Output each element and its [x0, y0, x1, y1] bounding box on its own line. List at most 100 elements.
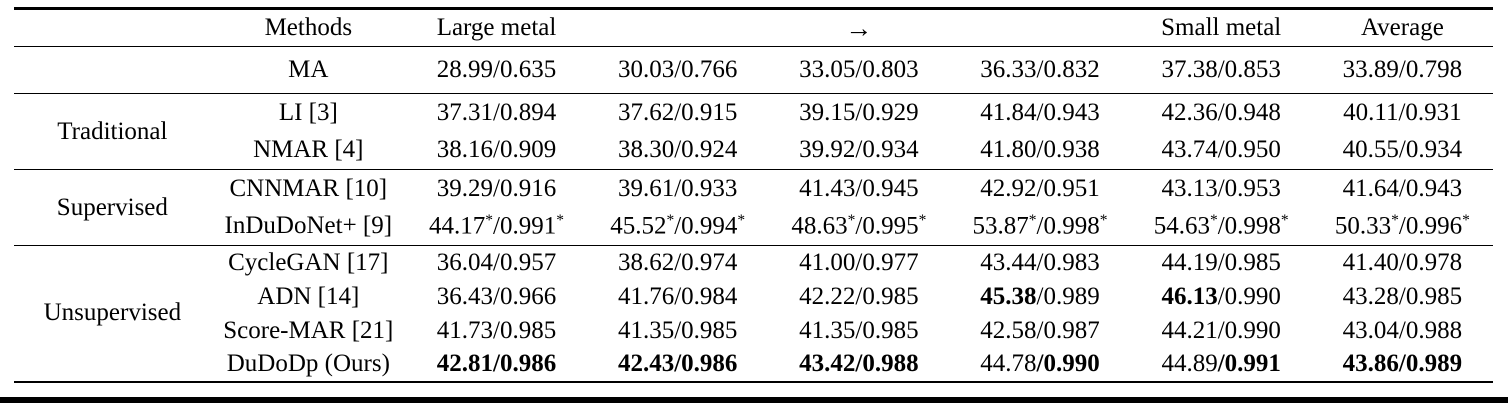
- value-cell: 43.86/0.989: [1312, 348, 1493, 382]
- table-row: Score-MAR [21] 41.73/0.985 41.35/0.985 41.3…: [14, 314, 1493, 348]
- value-segment: 48.63: [791, 212, 848, 240]
- value-cell: 41.73/0.985: [406, 314, 587, 348]
- value-cell: 41.64/0.943: [1312, 170, 1493, 208]
- value-cell: 36.33/0.832: [949, 47, 1130, 94]
- value-cell: 53.87*/0.998*: [949, 208, 1130, 246]
- header-group: [14, 9, 211, 47]
- group-supervised: Supervised CNNMAR [10] 39.29/0.916 39.61/0.…: [14, 169, 1493, 246]
- value-cell: 44.17*/0.991*: [406, 208, 587, 246]
- value-segment: 38.62/0.974: [617, 248, 738, 276]
- asterisk-superscript: *: [918, 211, 927, 229]
- method-cell: Score-MAR [21]: [223, 316, 394, 344]
- table-wrap: Methods Large metal → Small metal Average MA…: [14, 7, 1493, 383]
- bottom-rule: [0, 397, 1508, 403]
- value-cell: 44.89/0.991: [1131, 348, 1312, 382]
- value-segment: 43.13/0.953: [1161, 174, 1281, 202]
- value-segment: 38.16/0.909: [436, 136, 557, 164]
- table-header: Methods Large metal → Small metal Average: [14, 9, 1493, 47]
- method-cell: MA: [288, 56, 329, 83]
- value-segment: 37.38/0.853: [1161, 56, 1281, 83]
- group-label-cell: [14, 47, 211, 94]
- group-unsupervised: Unsupervised CycleGAN [17] 36.04/0.957 38.6…: [14, 245, 1493, 382]
- value-segment: 42.81/0.986: [436, 350, 557, 377]
- value-segment: 41.00/0.977: [799, 248, 919, 276]
- asterisk-superscript: *: [1028, 211, 1037, 229]
- table-row: MA 28.99/0.635 30.03/0.766 33.05/0.803 36.33…: [14, 47, 1493, 94]
- value-segment: 41.76/0.984: [617, 282, 738, 310]
- value-cell: 42.36/0.948: [1131, 94, 1312, 132]
- value-segment: 39.15/0.929: [799, 98, 919, 126]
- value-cell: 42.43/0.986: [587, 348, 768, 382]
- value-segment: 36.04/0.957: [436, 248, 557, 276]
- value-segment: 42.92/0.951: [980, 174, 1100, 202]
- header-average: Average: [1360, 14, 1444, 41]
- value-cell: 45.38/0.989: [949, 280, 1130, 314]
- value-cell: 39.29/0.916: [406, 170, 587, 208]
- table-row: NMAR [4] 38.16/0.909 38.30/0.924 39.92/0.93…: [14, 132, 1493, 170]
- value-segment: 41.35/0.985: [617, 316, 738, 344]
- value-cell: 44.21/0.990: [1131, 314, 1312, 348]
- value-cell: 42.58/0.987: [949, 314, 1130, 348]
- value-cell: 41.35/0.985: [587, 314, 768, 348]
- value-segment: 43.42/0.988: [799, 350, 919, 377]
- value-segment: 43.74/0.950: [1161, 136, 1281, 164]
- value-cell: 33.05/0.803: [768, 47, 949, 94]
- value-segment: 43.28/0.985: [1342, 282, 1463, 310]
- method-cell: ADN [14]: [257, 282, 360, 310]
- value-segment: 42.43/0.986: [617, 350, 738, 377]
- value-segment: 42.22/0.985: [799, 282, 919, 310]
- value-cell: 33.89/0.798: [1312, 47, 1493, 94]
- header-col-2: [587, 9, 768, 47]
- table-row: Supervised CNNMAR [10] 39.29/0.916 39.61/0.…: [14, 170, 1493, 221]
- value-cell: 37.62/0.915: [587, 94, 768, 132]
- value-cell: 38.16/0.909: [406, 132, 587, 170]
- method-cell: NMAR [4]: [253, 136, 364, 164]
- asterisk-superscript: *: [556, 211, 564, 229]
- value-segment: 33.89/0.798: [1342, 56, 1463, 83]
- value-cell: 37.38/0.853: [1131, 47, 1312, 94]
- value-segment: 43.44/0.983: [980, 248, 1100, 276]
- asterisk-superscript: *: [666, 211, 675, 229]
- value-cell: 28.99/0.635: [406, 47, 587, 94]
- value-cell: 41.76/0.984: [587, 280, 768, 314]
- value-segment: 41.43/0.945: [799, 174, 919, 202]
- value-segment: 41.40/0.978: [1342, 248, 1463, 276]
- value-segment: /0.996: [1398, 212, 1463, 240]
- header-large-metal: Large metal: [436, 14, 557, 41]
- value-cell: 44.19/0.985: [1131, 246, 1312, 280]
- value-cell: 41.35/0.985: [768, 314, 949, 348]
- value-segment: 44.78: [980, 350, 1037, 377]
- value-cell: 44.78/0.990: [949, 348, 1130, 382]
- value-segment: 45.52: [610, 212, 667, 240]
- value-cell: 38.30/0.924: [587, 132, 768, 170]
- value-cell: 30.03/0.766: [587, 47, 768, 94]
- method-cell: DuDoDp (Ours): [226, 350, 390, 377]
- value-cell: 40.11/0.931: [1312, 94, 1493, 132]
- value-segment: 42.58/0.987: [980, 316, 1100, 344]
- value-cell: 36.04/0.957: [406, 246, 587, 280]
- asterisk-superscript: *: [1209, 211, 1218, 229]
- table-row: Unsupervised CycleGAN [17] 36.04/0.957 38.6…: [14, 246, 1493, 327]
- method-cell: LI [3]: [278, 98, 338, 126]
- value-segment: 50.33: [1334, 212, 1392, 240]
- group-label-cell: Traditional: [57, 117, 168, 145]
- value-segment: 44.89: [1161, 350, 1218, 377]
- value-cell: 42.81/0.986: [406, 348, 587, 382]
- value-segment: /0.990: [1036, 350, 1100, 377]
- value-cell: 50.33*/0.996*: [1312, 208, 1493, 246]
- table-row: Traditional LI [3] 37.31/0.894 37.62/0.915 3…: [14, 94, 1493, 145]
- value-cell: 41.00/0.977: [768, 246, 949, 280]
- results-table: Methods Large metal → Small metal Average MA…: [14, 7, 1493, 383]
- value-segment: 38.30/0.924: [617, 136, 738, 164]
- value-cell: 41.43/0.945: [768, 170, 949, 208]
- asterisk-superscript: *: [847, 211, 856, 229]
- value-segment: 43.86/0.989: [1342, 350, 1463, 377]
- value-cell: 39.61/0.933: [587, 170, 768, 208]
- value-segment: 41.73/0.985: [436, 316, 557, 344]
- value-cell: 40.55/0.934: [1312, 132, 1493, 170]
- table-row: ADN [14] 36.43/0.966 41.76/0.984 42.22/0.98…: [14, 280, 1493, 314]
- header-arrow: →: [768, 9, 949, 47]
- value-cell: 42.22/0.985: [768, 280, 949, 314]
- value-segment: 44.19/0.985: [1161, 248, 1281, 276]
- value-segment: 36.33/0.832: [980, 56, 1100, 83]
